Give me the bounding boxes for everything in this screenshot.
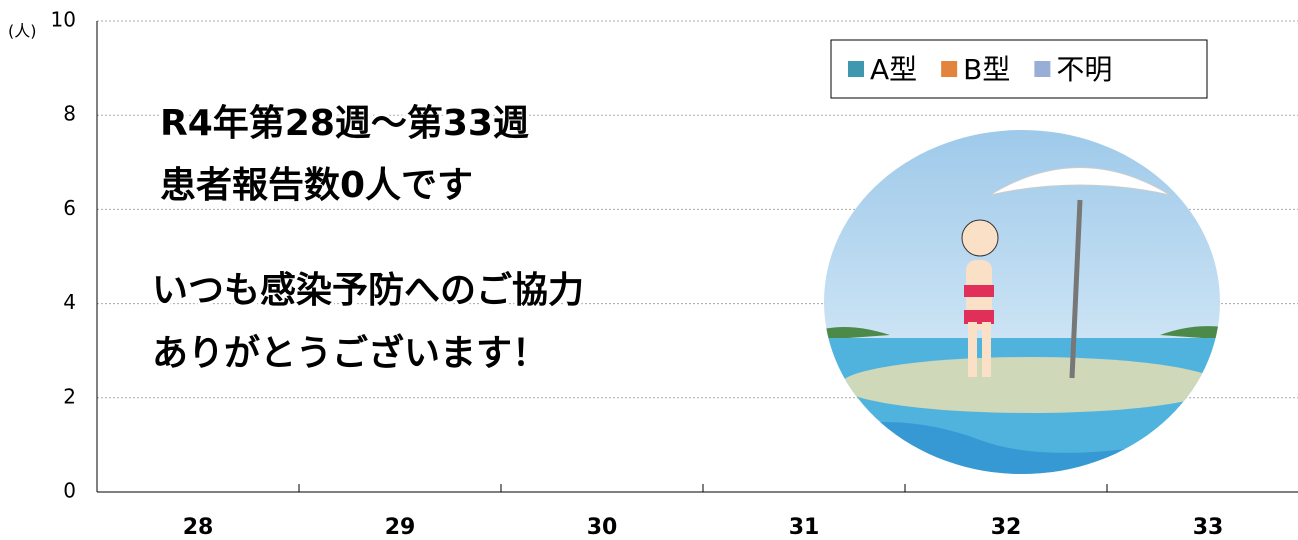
y-tick-label: 10 xyxy=(51,8,76,32)
y-tick-label: 4 xyxy=(63,290,76,314)
x-tick-label: 28 xyxy=(183,515,214,540)
legend-swatch xyxy=(941,61,958,77)
x-tick-label: 29 xyxy=(385,515,416,540)
y-tick-label: 2 xyxy=(63,384,76,408)
legend-label: A型 xyxy=(870,53,917,86)
annotation: R4年第28週～第33週 xyxy=(160,103,529,144)
x-tick-label: 32 xyxy=(991,515,1022,540)
legend: A型 B型 不明 xyxy=(830,39,1208,99)
annotation: 患者報告数0人です xyxy=(160,165,473,206)
y-tick-label: 6 xyxy=(63,196,76,220)
legend-swatch xyxy=(1034,61,1051,77)
x-tick-label: 33 xyxy=(1193,515,1224,540)
y-tick-label: 0 xyxy=(63,479,76,503)
legend-box xyxy=(830,39,1208,99)
y-tick-label: 8 xyxy=(63,102,76,126)
annotation: いつも感染予防へのご協力 xyxy=(152,270,584,311)
illustration xyxy=(824,130,1220,474)
y-unit: (人) xyxy=(8,22,37,41)
legend-swatch xyxy=(848,61,864,77)
legend-label: 不明 xyxy=(1056,53,1112,86)
plot-area: 0 2 4 6 8 10 (人) 28 29 30 31 32 33 A型 B型 不明 xyxy=(8,8,1298,540)
x-tick-label: 31 xyxy=(789,515,820,540)
x-tick-label: 30 xyxy=(587,515,618,540)
annotation: ありがとうございます！ xyxy=(152,332,548,374)
legend-label: B型 xyxy=(963,53,1010,86)
